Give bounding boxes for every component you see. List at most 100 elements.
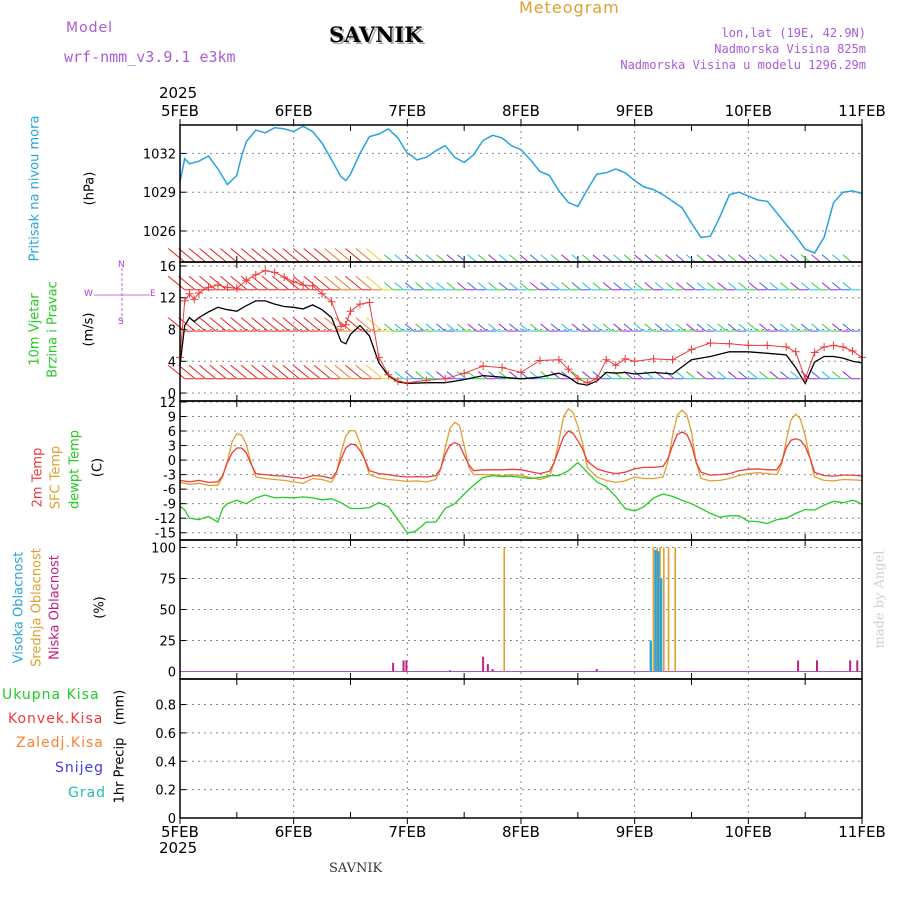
wind-barb xyxy=(696,282,707,291)
gust-marker xyxy=(308,281,317,290)
wind-barb xyxy=(675,254,686,263)
compass-e: E xyxy=(150,289,156,299)
wind-barb xyxy=(686,323,696,332)
x-tick-label-bottom: 8FEB xyxy=(502,823,540,841)
wind-barb xyxy=(292,248,311,263)
wind-barb xyxy=(303,317,321,332)
x-tick-label-top: 9FEB xyxy=(616,102,654,120)
wind-barb xyxy=(738,323,748,332)
wind-barb xyxy=(550,282,561,291)
legend-snow: Snijeg xyxy=(55,760,105,776)
wind-barb xyxy=(613,282,623,291)
wind-barb xyxy=(167,275,186,291)
wind-barb xyxy=(696,371,707,380)
wind-barb xyxy=(209,364,227,380)
x-tick-label-bottom: 6FEB xyxy=(275,823,313,841)
wind-barb xyxy=(345,248,363,263)
wind-speed-line xyxy=(179,300,863,386)
wind-barb xyxy=(717,254,727,263)
wind-barb xyxy=(529,254,540,263)
wind-barb xyxy=(456,282,467,291)
y-tick-label: 0 xyxy=(168,454,176,469)
wind-barb xyxy=(779,371,790,380)
wind-barb xyxy=(727,371,738,380)
wind-barb xyxy=(696,323,707,332)
wind-barb xyxy=(748,371,759,380)
gust-marker xyxy=(630,357,639,366)
wind-barb xyxy=(384,323,394,332)
wind-barb xyxy=(602,371,613,380)
wind-barb xyxy=(436,323,446,332)
low-cloud-bar xyxy=(797,660,800,672)
gust-marker xyxy=(583,378,592,387)
wind-barb xyxy=(529,282,540,291)
wind-barb xyxy=(727,323,738,332)
x-tick-label-top: 6FEB xyxy=(275,102,313,120)
wind-barb xyxy=(654,254,665,263)
wind-barb xyxy=(779,323,790,332)
gust-marker xyxy=(564,365,573,374)
wind-barb xyxy=(769,371,779,380)
wind-barb xyxy=(540,371,550,380)
wind-barb xyxy=(365,275,384,291)
wind-barb xyxy=(313,364,331,380)
wind-barb xyxy=(613,254,623,263)
wind-barb xyxy=(303,275,321,291)
wind-barb xyxy=(355,317,373,332)
y-tick-label: 4 xyxy=(168,355,176,370)
wind-barb xyxy=(477,282,488,291)
low-cloud-bar xyxy=(405,660,408,672)
model-label: Model xyxy=(66,20,114,36)
gust-marker xyxy=(280,273,289,282)
wind-barb xyxy=(240,317,258,332)
wind-barb xyxy=(717,282,727,291)
wind-barb xyxy=(415,323,425,332)
wind-barb xyxy=(821,254,832,263)
gust-marker xyxy=(194,288,203,297)
wind-barb xyxy=(623,254,634,263)
wind-barb xyxy=(811,371,821,380)
wind-barb xyxy=(550,323,561,332)
wind-barb xyxy=(581,371,592,380)
high-cloud-bar xyxy=(649,640,652,672)
wind-barb xyxy=(561,323,571,332)
gust-marker xyxy=(801,374,810,383)
wind-barb xyxy=(477,323,488,332)
wind-compass: N E S W xyxy=(84,260,158,327)
low-cloud-bar xyxy=(448,670,451,672)
wind-barb xyxy=(220,317,238,332)
wind-barb xyxy=(654,282,665,291)
wind-barb xyxy=(623,282,634,291)
wind-barb xyxy=(167,248,186,263)
wind-barb xyxy=(425,282,436,291)
wind-barb xyxy=(665,323,675,332)
compass-w: W xyxy=(84,289,93,299)
wind-barb xyxy=(498,282,509,291)
wind-barb xyxy=(654,323,665,332)
wind-barb xyxy=(821,323,832,332)
wind-barb xyxy=(394,323,404,332)
wind-barb xyxy=(842,371,852,380)
wind-barb xyxy=(644,323,654,332)
wind-barb xyxy=(167,364,186,380)
wind-barb xyxy=(261,364,279,380)
lonlat-label: lon,lat (19E, 42.9N) xyxy=(721,26,867,40)
wind-barb xyxy=(509,282,519,291)
wind-barb xyxy=(313,275,331,291)
wind-barb xyxy=(303,248,321,263)
y-tick-label: 6 xyxy=(168,425,176,440)
gust-marker xyxy=(289,277,298,286)
legend-hail: Grad xyxy=(68,785,107,801)
y-tick-label: 3 xyxy=(168,440,176,455)
wind-barb xyxy=(230,248,248,263)
low-cloud-bar xyxy=(816,660,819,672)
wind-barb xyxy=(272,364,290,380)
x-tick-label-bottom: 10FEB xyxy=(725,823,772,841)
wind-barb xyxy=(602,254,613,263)
wind-barb xyxy=(581,282,592,291)
low-cloud-bar xyxy=(491,669,494,672)
low-cloud-bar xyxy=(856,660,859,672)
station-title: SAVNIK xyxy=(329,22,423,47)
gust-marker xyxy=(592,374,601,383)
low-cloud-bar xyxy=(849,660,852,672)
